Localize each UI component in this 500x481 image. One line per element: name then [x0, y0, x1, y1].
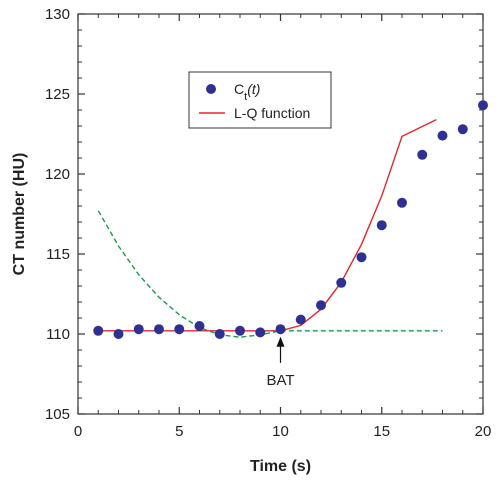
y-tick-label: 115 [46, 246, 70, 263]
x-tick-label: 5 [175, 423, 183, 440]
data-point [133, 324, 144, 335]
x-tick-label: 10 [272, 423, 289, 440]
data-point [457, 124, 468, 135]
x-tick-label: 0 [74, 423, 82, 440]
data-point [397, 197, 407, 208]
tick-labels: 0 5 10 15 20 105 110 115 120 125 130 [45, 6, 491, 440]
y-tick-label: 130 [45, 6, 70, 23]
x-tick-label: 15 [373, 423, 390, 440]
series-layer [93, 100, 488, 339]
y-tick-label: 120 [45, 166, 70, 183]
data-point [336, 277, 347, 288]
data-point [113, 329, 124, 339]
legend-label-ct-sub: t [244, 91, 247, 103]
y-tick-label: 110 [46, 326, 70, 343]
y-tick-label: 105 [45, 406, 70, 423]
data-point [194, 321, 205, 331]
annotation-layer: BAT [266, 336, 295, 389]
data-point [437, 130, 448, 141]
data-point [478, 100, 488, 111]
legend-label-lq: L-Q function [234, 105, 310, 121]
legend-marker-ct [206, 84, 216, 94]
data-point [255, 327, 266, 338]
axis-ticks [77, 13, 484, 415]
data-point [316, 300, 326, 311]
x-axis-title: Time (s) [250, 458, 311, 475]
data-point [376, 220, 387, 231]
y-axis-title: CT number (HU) [11, 153, 28, 276]
legend-label-ct-main: C [234, 81, 244, 97]
data-point [295, 314, 306, 325]
legend-label-ct-arg: (t) [247, 81, 260, 97]
bat-arrow-head [276, 336, 285, 347]
data-point [154, 324, 164, 335]
bat-label: BAT [266, 372, 294, 389]
data-point [275, 324, 286, 335]
legend: Ct(t) L-Q function [188, 71, 332, 129]
legend-label-ct: Ct(t) [234, 81, 260, 103]
y-tick-label: 125 [45, 86, 70, 103]
x-tick-label: 20 [475, 423, 492, 440]
data-point [356, 252, 367, 263]
data-point [214, 329, 225, 339]
data-point [93, 325, 104, 336]
data-point [417, 149, 428, 160]
legend-box [188, 71, 332, 129]
data-point [174, 324, 185, 335]
dashed-baseline-curve [97, 210, 443, 338]
data-point [235, 325, 245, 336]
